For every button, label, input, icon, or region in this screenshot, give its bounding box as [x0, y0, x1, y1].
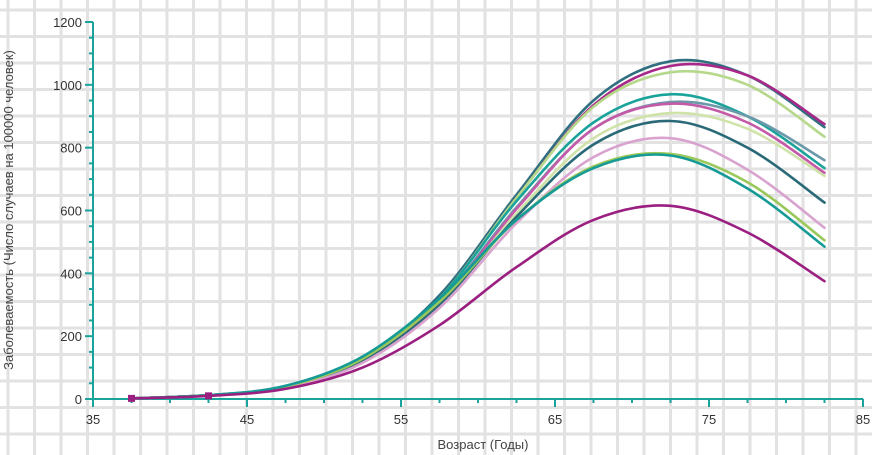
y-tick-label: 200	[60, 329, 82, 344]
y-tick-label: 600	[60, 204, 82, 219]
y-tick-label: 1200	[53, 15, 82, 30]
y-axis-label: Заболеваемость (Число случаев на 100000 …	[1, 50, 16, 370]
chart-axes: 0 200 400 600 800 1000 1200 35 45 55 65 75 85	[53, 15, 870, 427]
chart-markers	[128, 392, 212, 402]
y-tick-label: 1000	[53, 78, 82, 93]
x-axis-label: Возраст (Годы)	[438, 437, 529, 452]
series-line-12	[130, 204, 826, 400]
series-line-2	[130, 62, 826, 400]
x-tick-label: 65	[548, 412, 562, 427]
data-point-marker	[128, 394, 135, 402]
series-line-11	[130, 153, 826, 400]
x-tick-label: 75	[702, 412, 716, 427]
x-tick-label: 55	[394, 412, 408, 427]
y-tick-label: 800	[60, 141, 82, 156]
x-tick-label: 85	[856, 412, 870, 427]
chart-series	[130, 58, 826, 400]
y-tick-label: 0	[75, 392, 82, 407]
x-tick-label: 35	[86, 412, 100, 427]
x-tick-label: 45	[240, 412, 254, 427]
data-point-marker	[205, 392, 212, 400]
chart-labels: Возраст (Годы) Заболеваемость (Число слу…	[1, 50, 528, 452]
y-tick-label: 400	[60, 266, 82, 281]
series-line-9	[130, 136, 826, 400]
